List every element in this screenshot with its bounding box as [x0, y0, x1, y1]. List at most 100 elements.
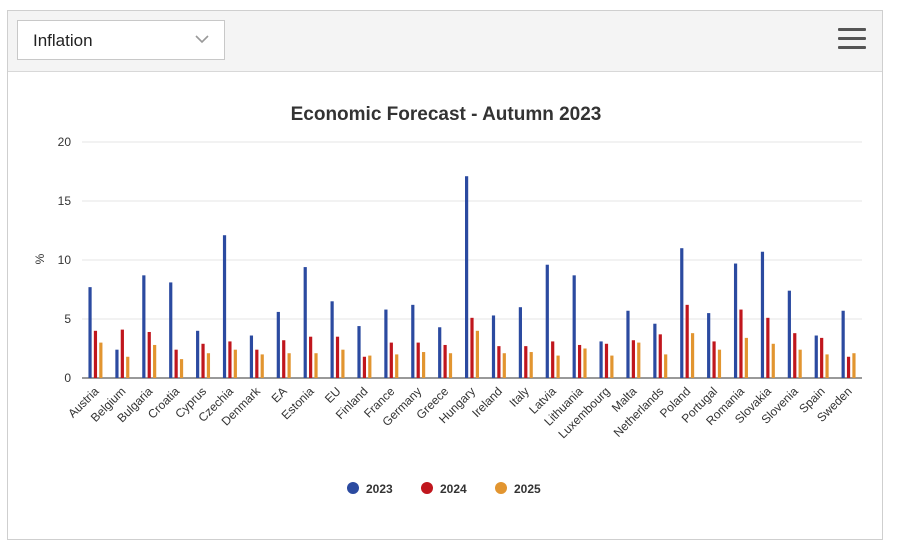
bar-2024: [147, 331, 151, 378]
bar-2024: [577, 344, 582, 378]
bar-2025: [422, 352, 426, 378]
x-tick-label: EA: [269, 384, 290, 405]
bar-2025: [341, 349, 345, 378]
x-tick-label: Ireland: [469, 384, 505, 420]
bar-2024: [631, 340, 635, 378]
bar-2023: [142, 275, 146, 378]
bar-2023: [626, 310, 630, 378]
bar-2025: [368, 355, 372, 378]
bar-2024: [335, 336, 340, 378]
bar-2025: [179, 359, 184, 378]
indicator-dropdown[interactable]: Inflation: [17, 20, 225, 60]
bar-2024: [524, 346, 528, 378]
bar-2023: [518, 307, 522, 378]
bar-2024: [820, 337, 824, 378]
bar-2023: [680, 248, 684, 378]
bar-2025: [690, 333, 695, 378]
bar-2024: [282, 340, 286, 378]
bar-2025: [126, 356, 130, 378]
toolbar: Inflation: [8, 11, 882, 72]
bar-2023: [249, 335, 254, 378]
bar-2023: [599, 341, 603, 378]
legend: 2023 2024 2025: [347, 482, 541, 496]
bar-2023: [411, 304, 415, 378]
bar-2025: [260, 354, 264, 378]
bar-2024: [362, 356, 367, 378]
bar-2024: [443, 344, 447, 378]
y-axis-label: %: [33, 253, 47, 264]
bar-2025: [529, 352, 533, 378]
bar-2023: [115, 349, 119, 378]
bar-2025: [610, 355, 614, 378]
legend-marker: [421, 482, 433, 494]
bar-2025: [771, 343, 775, 378]
bar-2025: [583, 348, 587, 378]
hamburger-menu-icon[interactable]: [838, 27, 868, 53]
bar-2025: [475, 330, 479, 378]
bar-2023: [357, 326, 361, 378]
bar-2024: [846, 356, 851, 378]
indicator-dropdown-value: Inflation: [33, 31, 93, 50]
bar-2023: [384, 309, 388, 378]
bar-2024: [712, 341, 716, 378]
bar-2023: [303, 267, 307, 378]
bar-2024: [389, 342, 393, 378]
chevron-down-icon: [195, 35, 209, 44]
bar-2025: [99, 342, 103, 378]
bar-2024: [551, 341, 555, 378]
legend-label: 2025: [514, 482, 541, 496]
bar-2023: [222, 235, 227, 378]
bar-2025: [825, 354, 829, 378]
y-tick-label: 15: [58, 194, 72, 208]
bar-2025: [637, 342, 641, 378]
bar-2025: [233, 349, 237, 378]
bar-2024: [497, 346, 501, 378]
bar-2023: [733, 263, 738, 378]
legend-marker: [495, 482, 507, 494]
bar-2023: [841, 310, 845, 378]
bar-2025: [502, 353, 506, 378]
bar-2023: [330, 301, 334, 378]
legend-marker: [347, 482, 359, 494]
bar-2025: [852, 353, 856, 378]
bar-2023: [653, 323, 657, 378]
bar-2025: [664, 354, 668, 378]
bar-2023: [572, 275, 576, 378]
bar-2024: [766, 317, 770, 378]
bar-2025: [717, 349, 722, 378]
bar-2025: [287, 353, 291, 378]
y-tick-label: 5: [64, 312, 71, 326]
bar-2023: [491, 315, 496, 378]
bar-2024: [201, 343, 205, 378]
bar-2025: [153, 344, 157, 378]
bar-2025: [798, 349, 802, 378]
bar-2024: [470, 317, 474, 378]
legend-item-2024[interactable]: 2024: [421, 482, 467, 496]
bar-2025: [206, 353, 211, 378]
bar-2023: [814, 335, 818, 378]
bar-2024: [309, 336, 313, 378]
chart-title: Economic Forecast - Autumn 2023: [291, 104, 602, 125]
y-tick-label: 10: [58, 253, 72, 267]
bar-2023: [88, 287, 92, 378]
bar-2024: [658, 334, 662, 378]
x-axis-labels: AustriaBelgiumBulgariaCroatiaCyprusCzech…: [65, 384, 854, 442]
bar-2025: [744, 337, 748, 378]
bar-2025: [395, 354, 399, 378]
bar-2025: [314, 353, 318, 378]
y-tick-label: 0: [64, 371, 71, 385]
legend-label: 2023: [366, 482, 393, 496]
legend-item-2025[interactable]: 2025: [495, 482, 541, 496]
bar-2023: [545, 264, 549, 378]
bar-2023: [787, 290, 791, 378]
bars: [88, 176, 856, 378]
legend-item-2023[interactable]: 2023: [347, 482, 393, 496]
bar-2024: [228, 341, 232, 378]
bar-2024: [685, 304, 689, 378]
bar-2023: [465, 176, 469, 378]
menu-line: [838, 37, 866, 40]
menu-line: [838, 28, 866, 31]
x-tick-label: EU: [322, 384, 344, 406]
bar-2023: [438, 327, 442, 378]
